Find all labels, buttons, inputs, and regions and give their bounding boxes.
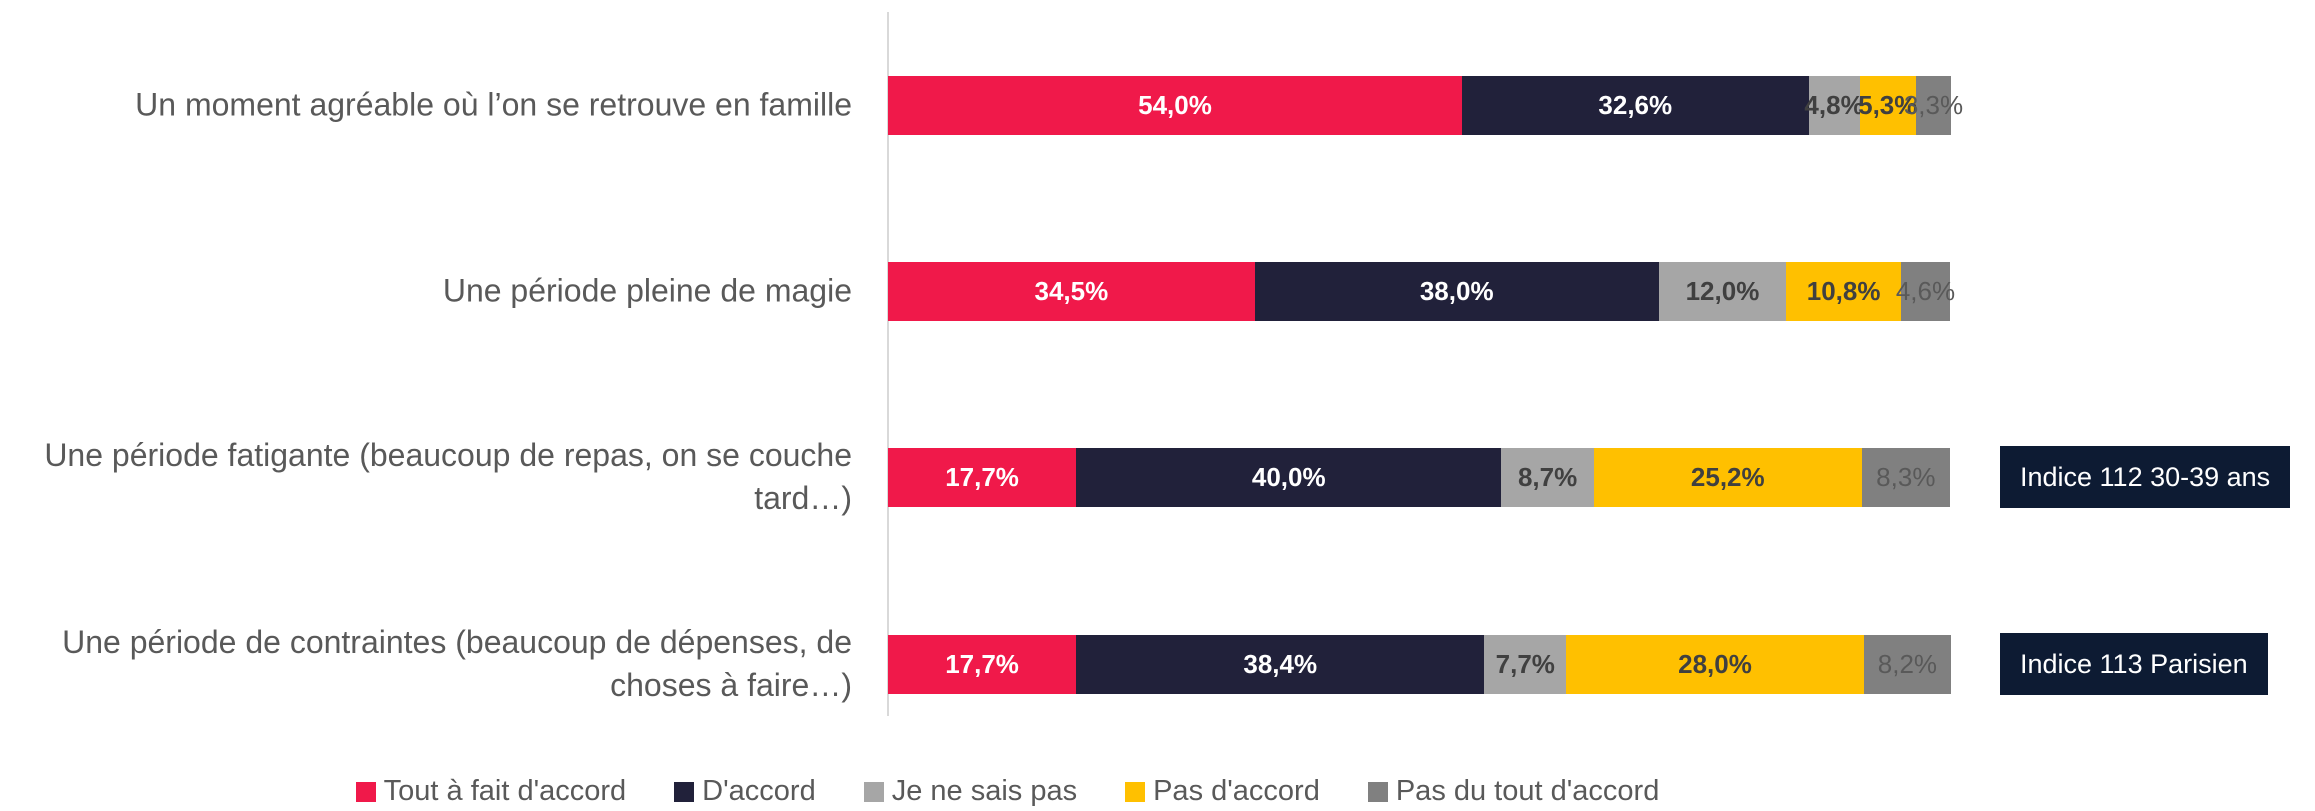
legend-item: Pas du tout d'accord xyxy=(1367,775,1660,808)
value-label: 28,0% xyxy=(1678,648,1752,679)
bar-segment xyxy=(1859,75,1916,135)
legend-item: D'accord xyxy=(674,775,816,808)
bar-segment xyxy=(1808,75,1860,135)
bar-segment xyxy=(1658,261,1787,321)
legend-item: Je ne sais pas xyxy=(863,775,1078,808)
value-label: 40,0% xyxy=(1251,461,1326,492)
legend-swatch xyxy=(1367,781,1388,802)
bar-segment xyxy=(1462,75,1809,135)
bar-segment xyxy=(1915,75,1951,135)
bar-segment xyxy=(1076,634,1485,694)
category-label: Un moment agréable où l’on se retrouve e… xyxy=(135,86,852,123)
value-label: 8,7% xyxy=(1517,461,1578,492)
value-label: 54,0% xyxy=(1138,89,1212,120)
annotation: Indice 113 Parisien xyxy=(2000,633,2268,695)
annotation: Indice 112 30-39 ans xyxy=(2000,446,2291,508)
value-label: 17,7% xyxy=(945,461,1019,492)
legend-label: Pas d'accord xyxy=(1153,775,1320,807)
category-label: Une période de contraintes (beaucoup de … xyxy=(62,623,852,703)
legend: Tout à fait d'accord D'accord Je ne sais p… xyxy=(0,775,2015,808)
value-label: 8,2% xyxy=(1877,648,1938,679)
legend-swatch xyxy=(674,781,695,802)
legend-item: Pas d'accord xyxy=(1125,775,1320,808)
legend-label: Tout à fait d'accord xyxy=(383,775,627,807)
value-label: 12,0% xyxy=(1685,275,1760,306)
legend-label: Pas du tout d'accord xyxy=(1395,775,1660,807)
legend-label: Je ne sais pas xyxy=(891,775,1078,807)
axis-line xyxy=(887,12,889,716)
value-label: 32,6% xyxy=(1598,89,1673,120)
value-label: 3,3% xyxy=(1903,89,1964,120)
value-label: 38,4% xyxy=(1243,648,1318,679)
bar-segment xyxy=(1593,447,1862,507)
bar-segment xyxy=(1901,261,1950,321)
category-label: Une période fatigante (beaucoup de repas… xyxy=(44,436,852,516)
value-label: 4,6% xyxy=(1895,275,1956,306)
bar-segment xyxy=(888,447,1077,507)
value-label: 38,0% xyxy=(1419,275,1494,306)
bar-segment xyxy=(888,261,1255,321)
value-label: 17,7% xyxy=(945,648,1019,679)
value-label: 10,8% xyxy=(1806,275,1881,306)
value-label: 7,7% xyxy=(1495,648,1555,679)
value-label: 34,5% xyxy=(1034,275,1109,306)
bar-segment xyxy=(1861,447,1950,507)
legend-label: D'accord xyxy=(702,775,816,807)
category-label: Une période pleine de magie xyxy=(442,272,852,309)
legend-swatch xyxy=(863,781,884,802)
bar-segment xyxy=(1863,634,1951,694)
bar-segment xyxy=(888,634,1077,694)
bar-segment xyxy=(1566,634,1864,694)
legend-swatch xyxy=(1125,781,1146,802)
legend-swatch xyxy=(355,781,376,802)
value-label: 8,3% xyxy=(1876,461,1936,492)
legend-item: Tout à fait d'accord xyxy=(355,775,627,808)
bar-segment xyxy=(1501,447,1594,507)
bar-segment xyxy=(1484,634,1567,694)
value-label: 5,3% xyxy=(1858,89,1918,120)
value-label: 4,8% xyxy=(1804,89,1864,120)
value-label: 25,2% xyxy=(1690,461,1765,492)
bar-segment xyxy=(888,75,1463,135)
bar-segment xyxy=(1786,261,1902,321)
bar-segment xyxy=(1076,447,1502,507)
bar-segment xyxy=(1254,261,1659,321)
